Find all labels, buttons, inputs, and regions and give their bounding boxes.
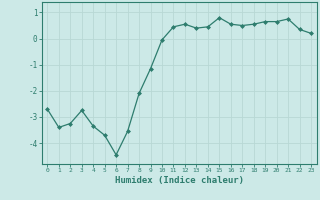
- X-axis label: Humidex (Indice chaleur): Humidex (Indice chaleur): [115, 176, 244, 185]
